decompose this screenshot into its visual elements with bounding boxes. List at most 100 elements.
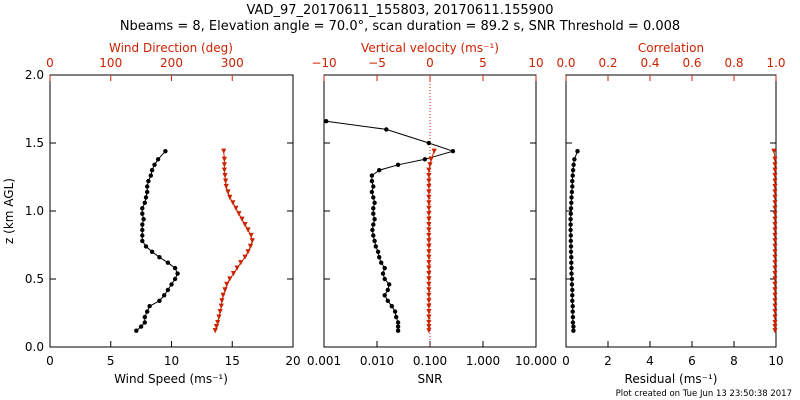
data-point [217, 309, 223, 315]
data-point [371, 206, 376, 211]
bottom-tick-label: 1.000 [466, 354, 500, 368]
top-tick-label: −10 [311, 56, 336, 70]
data-point [450, 149, 456, 154]
data-point [426, 271, 432, 277]
panel-snr-vv-bottom-label: SNR [418, 372, 443, 386]
data-point [772, 314, 778, 320]
data-point [570, 178, 575, 184]
data-point [172, 276, 178, 282]
series-line [428, 151, 435, 331]
data-point [772, 211, 778, 217]
panel-wind-frame [49, 74, 294, 348]
data-point [382, 276, 387, 282]
data-point [140, 227, 145, 233]
panel-residual-corr-top-label: Correlation [638, 41, 704, 55]
data-point [568, 227, 573, 233]
data-point [145, 309, 150, 314]
bottom-tick-label: 10.000 [515, 354, 557, 368]
data-point [426, 281, 432, 287]
top-tick-label: 0.6 [682, 56, 701, 70]
data-point [772, 162, 778, 168]
bottom-tick-label: 0 [562, 354, 570, 368]
panel-residual-corr: 0 2 4 6 8 10 0.0 0.2 0.4 0.6 0.8 1.0 Correlation Re… [556, 41, 785, 386]
data-point [426, 243, 432, 249]
data-point [165, 260, 171, 265]
series-line [214, 151, 253, 331]
data-point [772, 276, 778, 282]
data-point [426, 227, 432, 233]
data-point [245, 249, 251, 255]
data-point [380, 271, 386, 276]
data-point [570, 287, 575, 293]
data-point [570, 304, 575, 309]
data-point [426, 194, 432, 200]
data-point [426, 205, 432, 211]
data-point [570, 168, 576, 173]
data-point [426, 314, 432, 320]
data-point [223, 178, 229, 184]
data-point [162, 293, 167, 298]
bottom-tick-label: 0 [46, 354, 54, 368]
data-point [224, 281, 230, 287]
data-point [426, 292, 432, 298]
top-tick-label: 10 [528, 56, 543, 70]
data-point [163, 149, 168, 154]
panel-wind-top-label: Wind Direction (deg) [109, 41, 233, 55]
top-tick-label: −5 [368, 56, 386, 70]
data-point [172, 265, 178, 271]
data-point [221, 162, 227, 168]
data-point [772, 189, 778, 195]
top-tick-label: 0 [46, 56, 54, 70]
bottom-tick-label: 20 [285, 354, 300, 368]
data-point [221, 148, 227, 154]
data-point [175, 271, 180, 276]
top-tick-label: 200 [160, 56, 183, 70]
data-point [372, 217, 377, 222]
data-point [428, 156, 434, 162]
data-point [233, 205, 239, 211]
data-point [568, 211, 573, 216]
data-point [372, 238, 377, 244]
data-point [384, 127, 389, 132]
data-point [142, 200, 147, 205]
data-point [395, 320, 401, 325]
data-point [772, 249, 778, 255]
data-point [426, 222, 432, 228]
data-point [426, 216, 432, 222]
data-point [213, 324, 220, 330]
data-point [247, 243, 254, 249]
bottom-tick-label: 2 [604, 354, 612, 368]
data-point [426, 232, 432, 239]
data-point [377, 168, 382, 173]
data-point [395, 328, 401, 333]
data-point [571, 328, 576, 333]
data-point [568, 238, 573, 244]
y-axis-label: z (km AGL) [2, 178, 16, 244]
data-point [149, 249, 155, 254]
data-point [568, 206, 574, 211]
panel-snr-vv: 0.001 0.010 0.100 1.000 10.000 −10 −5 0 5 10 Vert… [307, 41, 557, 386]
data-point [772, 194, 778, 200]
data-point [369, 173, 375, 178]
data-point [140, 211, 145, 216]
data-point [772, 287, 778, 293]
data-point [426, 211, 432, 217]
data-point [249, 238, 255, 244]
data-point [570, 173, 575, 178]
data-point [575, 149, 580, 154]
data-point [245, 227, 251, 233]
data-point [146, 178, 151, 184]
data-point [227, 276, 233, 282]
data-point [371, 222, 376, 227]
data-point [373, 244, 378, 249]
data-point [426, 265, 432, 271]
data-point [569, 282, 575, 287]
data-point [371, 233, 376, 238]
y-tick-label: 0.5 [25, 272, 44, 286]
data-point [569, 271, 574, 276]
data-point [426, 167, 432, 173]
bottom-tick-label: 0.010 [360, 354, 394, 368]
data-point [392, 309, 398, 314]
data-point [372, 200, 377, 205]
bottom-tick-label: 10 [768, 354, 783, 368]
